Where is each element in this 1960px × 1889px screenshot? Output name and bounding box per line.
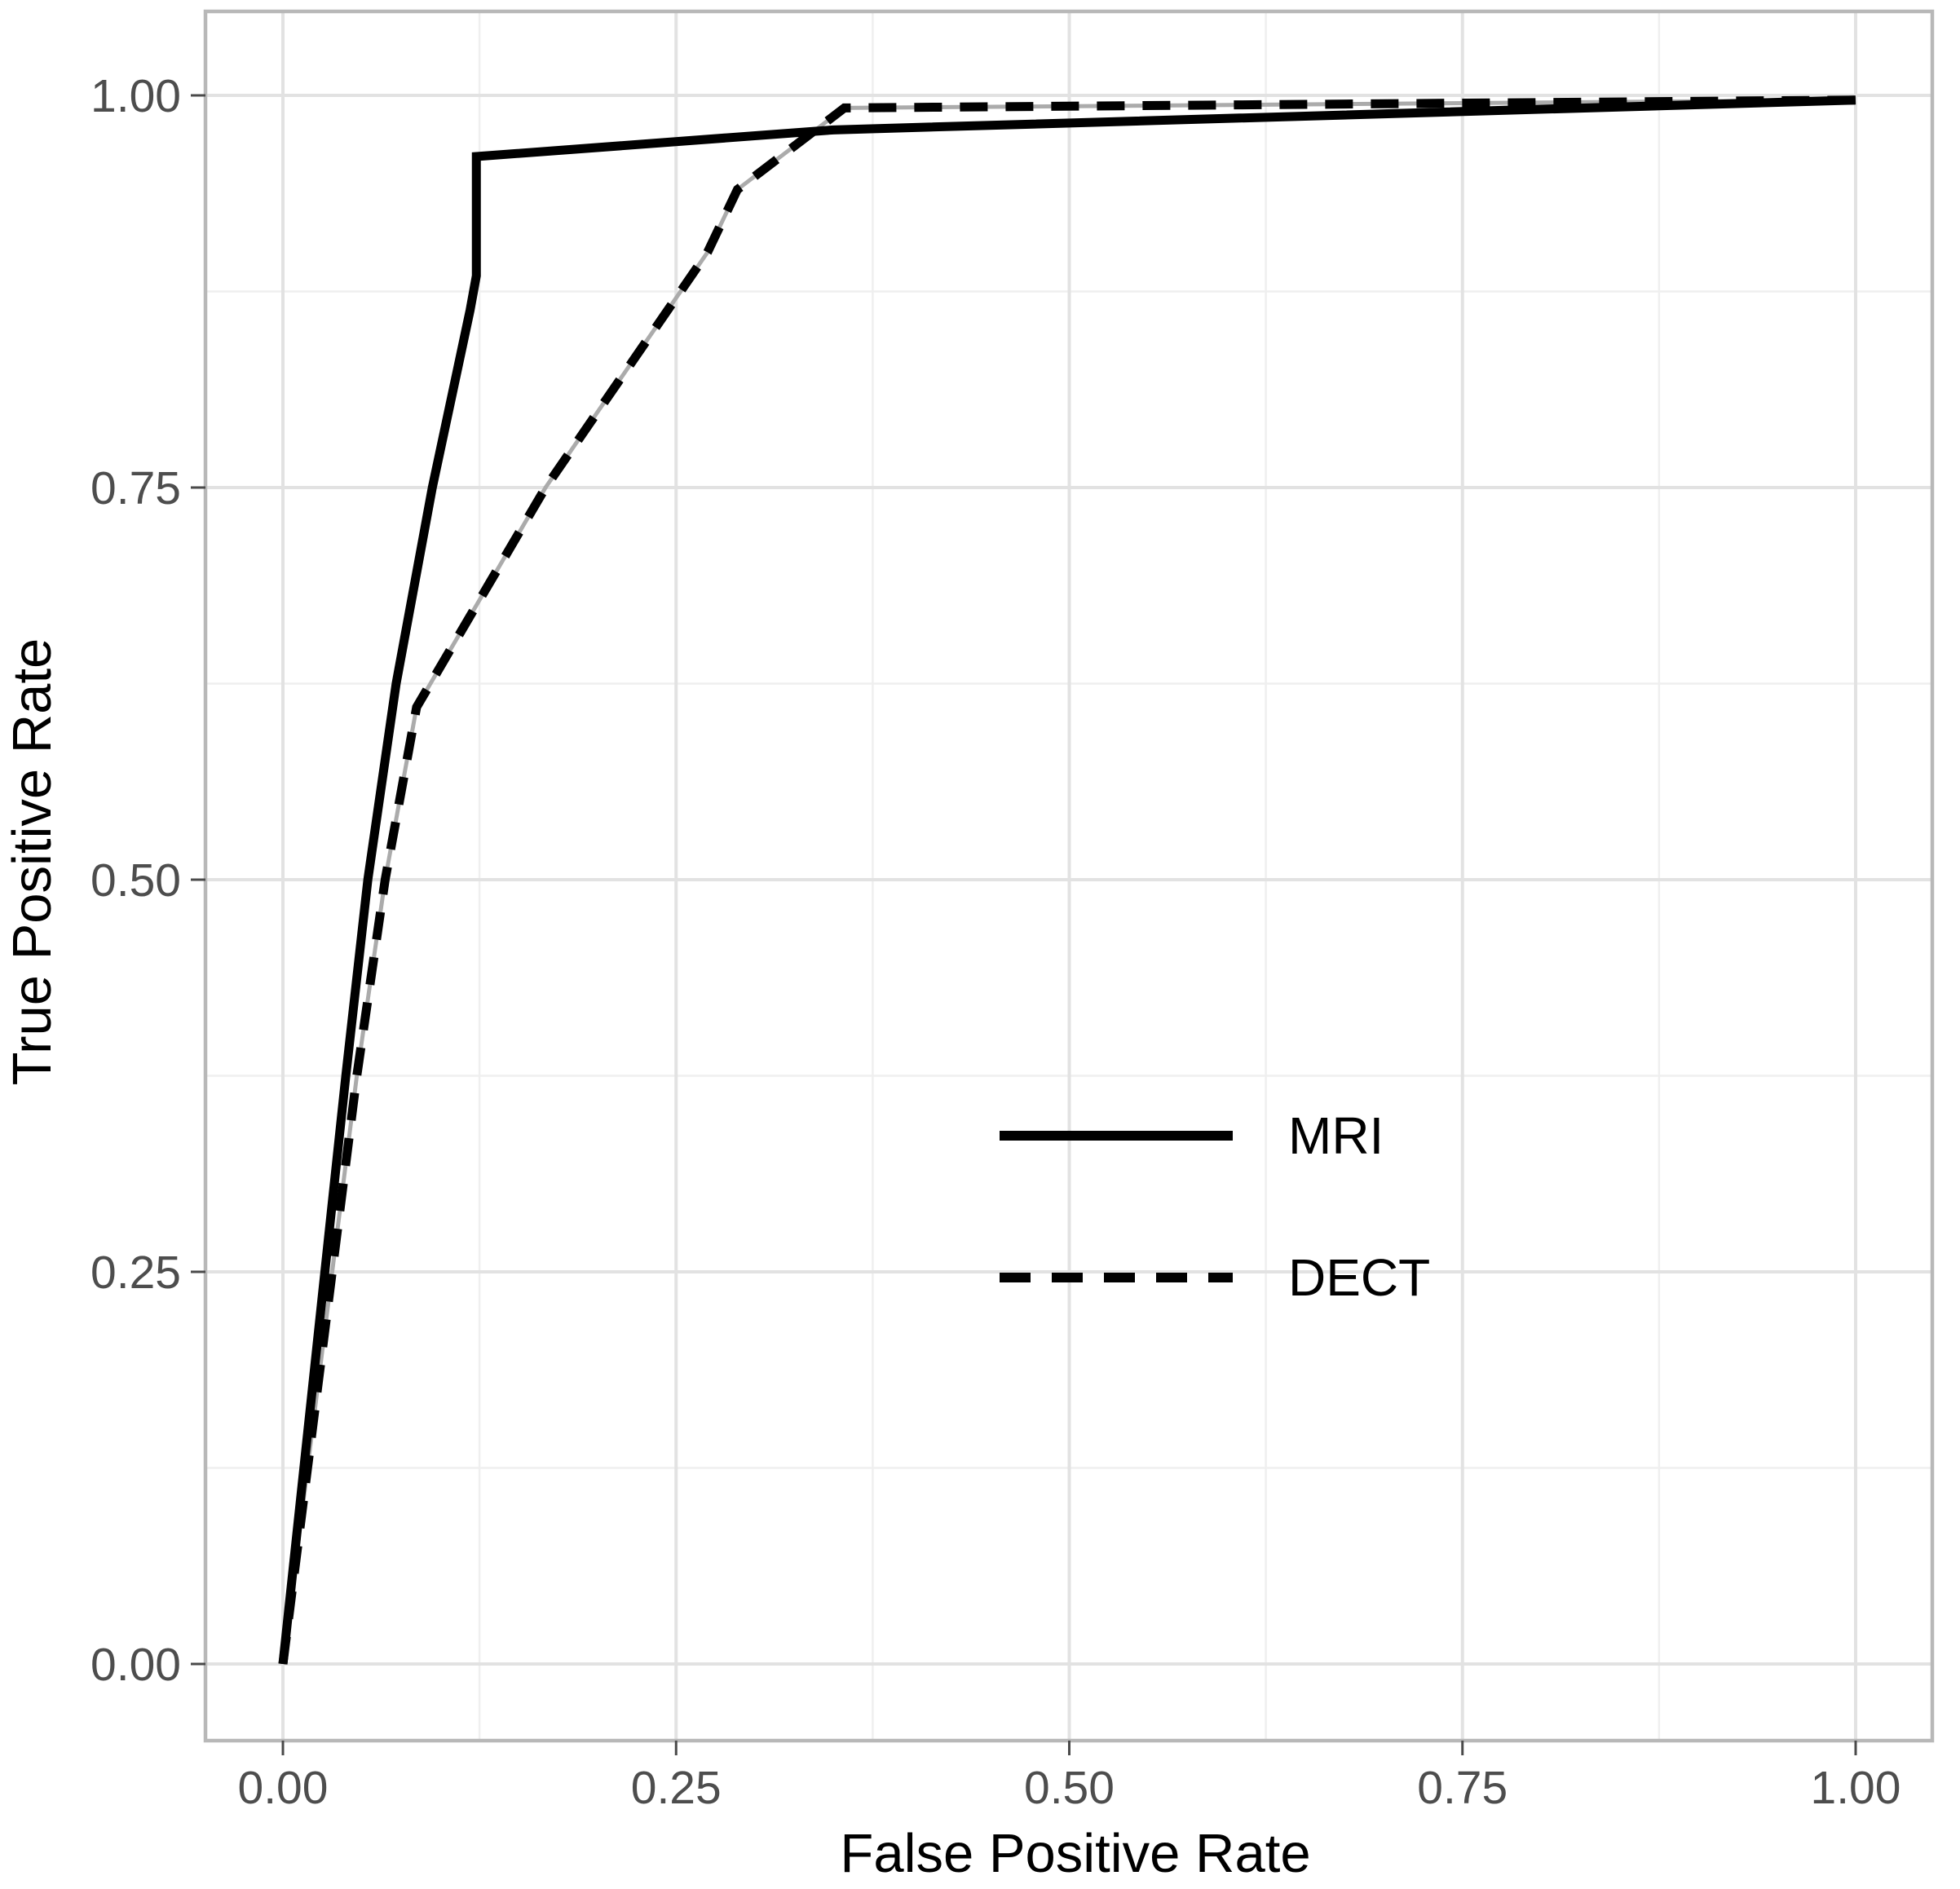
axis-tick-marks [191,94,1857,1755]
x-tick-label: 0.75 [1417,1762,1508,1814]
x-tick-label: 0.50 [1024,1762,1115,1814]
mri-series-line [278,95,1856,1665]
y-axis-title: True Positive Rate [2,638,63,1086]
x-axis-title: False Positive Rate [840,1823,1310,1884]
x-tick-label: 0.00 [238,1762,329,1814]
y-tick-label: 0.25 [90,1247,181,1299]
y-tick-label: 0.75 [90,462,181,514]
x-tick-label: 1.00 [1811,1762,1901,1814]
y-tick-label: 0.00 [90,1639,181,1691]
major-gridlines [205,11,1932,1741]
y-tick-label: 1.00 [90,70,181,122]
legend-dect-label: DECT [1288,1248,1430,1307]
axis-tick-labels: 0.00 0.25 0.50 0.75 1.00 0.00 0.25 0.50 0.75 1.00 [90,70,1900,1814]
legend-mri-label: MRI [1288,1106,1384,1165]
legend: MRI DECT [1000,1106,1430,1307]
x-tick-label: 0.25 [631,1762,722,1814]
y-tick-label: 0.50 [90,854,181,907]
